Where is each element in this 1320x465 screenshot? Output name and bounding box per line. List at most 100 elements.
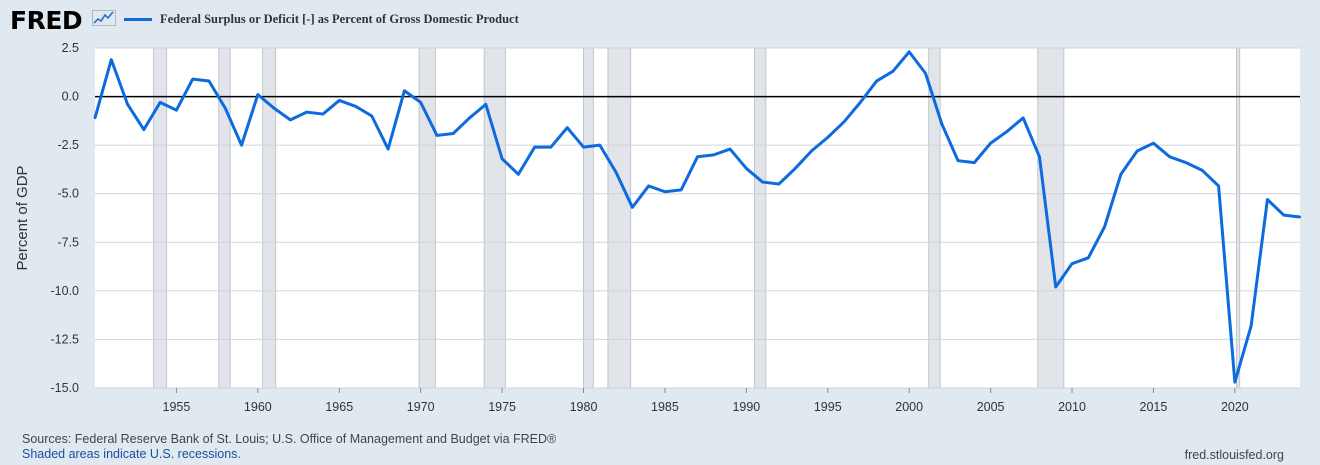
- plot-area: [95, 48, 1300, 388]
- data-point: [484, 103, 488, 106]
- data-point: [224, 107, 227, 110]
- data-point: [745, 167, 748, 170]
- legend: Federal Surplus or Deficit [-] as Percen…: [124, 12, 519, 27]
- data-point: [794, 167, 797, 170]
- data-point: [1087, 256, 1090, 260]
- data-point: [1135, 149, 1139, 153]
- data-point: [158, 101, 162, 104]
- x-tick-label: 1975: [488, 400, 516, 414]
- x-tick-label: 1965: [325, 400, 353, 414]
- recession-band: [607, 47, 632, 389]
- data-point: [696, 155, 699, 158]
- data-point: [240, 143, 243, 147]
- data-point: [598, 143, 601, 147]
- data-point: [1266, 198, 1269, 201]
- data-point: [93, 116, 97, 120]
- x-tick-label: 2000: [895, 400, 923, 414]
- x-tick-label: 1990: [732, 400, 760, 414]
- recession-band: [153, 47, 168, 389]
- y-tick-label: -15.0: [51, 381, 80, 395]
- data-point: [500, 157, 504, 160]
- y-tick-label: -5.0: [57, 187, 79, 201]
- data-point: [907, 50, 911, 54]
- data-point: [973, 161, 976, 164]
- data-point: [1038, 155, 1041, 158]
- y-tick-label: -7.5: [57, 235, 79, 249]
- data-point: [777, 182, 781, 186]
- x-tick-label: 2015: [1140, 400, 1168, 414]
- data-point: [403, 89, 406, 92]
- data-point: [761, 180, 764, 184]
- data-point: [1152, 142, 1155, 145]
- data-point: [468, 116, 471, 120]
- data-point: [566, 126, 569, 129]
- x-tick-label: 1980: [570, 400, 598, 414]
- data-point: [680, 188, 683, 192]
- x-tick-label: 1955: [163, 400, 191, 414]
- data-point: [207, 79, 211, 83]
- data-point: [517, 173, 520, 176]
- legend-series-label: Federal Surplus or Deficit [-] as Percen…: [160, 12, 519, 26]
- data-point: [1005, 130, 1009, 133]
- recession-band: [1236, 47, 1241, 389]
- data-point: [289, 118, 292, 122]
- data-point: [1201, 169, 1204, 172]
- recession-band: [418, 47, 436, 389]
- data-point: [1249, 324, 1253, 328]
- y-tick-label: -2.5: [57, 138, 79, 152]
- data-point: [338, 99, 341, 102]
- data-point: [256, 93, 260, 96]
- recession-band: [583, 47, 594, 389]
- data-point: [582, 145, 585, 149]
- data-point: [533, 145, 536, 149]
- data-point: [272, 107, 276, 110]
- gridlines: [95, 47, 1300, 389]
- legend-swatch: [124, 18, 152, 21]
- data-point: [1054, 285, 1057, 289]
- recession-band: [483, 47, 506, 389]
- data-point: [875, 79, 878, 83]
- data-point: [1168, 155, 1171, 158]
- data-point: [1298, 215, 1302, 219]
- data-point: [940, 122, 943, 125]
- x-tick-label: 2010: [1058, 400, 1086, 414]
- x-tick-label: 1960: [244, 400, 272, 414]
- data-point: [435, 134, 439, 137]
- x-tick-label: 1970: [407, 400, 435, 414]
- data-point: [1184, 161, 1188, 164]
- data-point: [989, 142, 992, 145]
- y-tick-label: -10.0: [51, 284, 80, 298]
- x-tick-label: 2020: [1221, 400, 1249, 414]
- data-point: [826, 136, 829, 139]
- data-point: [110, 58, 113, 61]
- data-point: [956, 159, 960, 162]
- data-point: [1119, 173, 1123, 176]
- data-point: [842, 120, 846, 124]
- recession-band: [1037, 47, 1065, 389]
- recession-band: [754, 47, 767, 389]
- sparkline-icon: [92, 10, 116, 26]
- data-point: [1233, 380, 1237, 384]
- data-point: [859, 101, 862, 104]
- y-axis-label: Percent of GDP: [14, 165, 31, 270]
- series-points: [93, 50, 1302, 384]
- data-point: [728, 147, 732, 151]
- fred-logo[interactable]: FRED: [10, 6, 83, 35]
- y-tick-label: -12.5: [51, 332, 80, 346]
- data-point: [891, 70, 895, 73]
- data-point: [305, 110, 308, 114]
- x-tick-label: 2005: [977, 400, 1005, 414]
- data-point: [191, 77, 194, 81]
- recession-note: Shaded areas indicate U.S. recessions.: [22, 447, 241, 461]
- data-point: [1021, 116, 1025, 120]
- y-tick-label: 2.5: [62, 41, 79, 55]
- x-axis-ticks: 1955 1960 1965 1970 1975 1980 1985 1990 1995 2000…: [163, 388, 1249, 414]
- data-point: [419, 101, 422, 104]
- site-url[interactable]: fred.stlouisfed.org: [1184, 448, 1284, 462]
- data-point: [1217, 184, 1220, 188]
- data-point: [1070, 262, 1074, 265]
- data-point: [924, 72, 927, 75]
- data-point: [647, 184, 650, 188]
- data-point: [1103, 225, 1106, 228]
- data-point: [370, 114, 374, 118]
